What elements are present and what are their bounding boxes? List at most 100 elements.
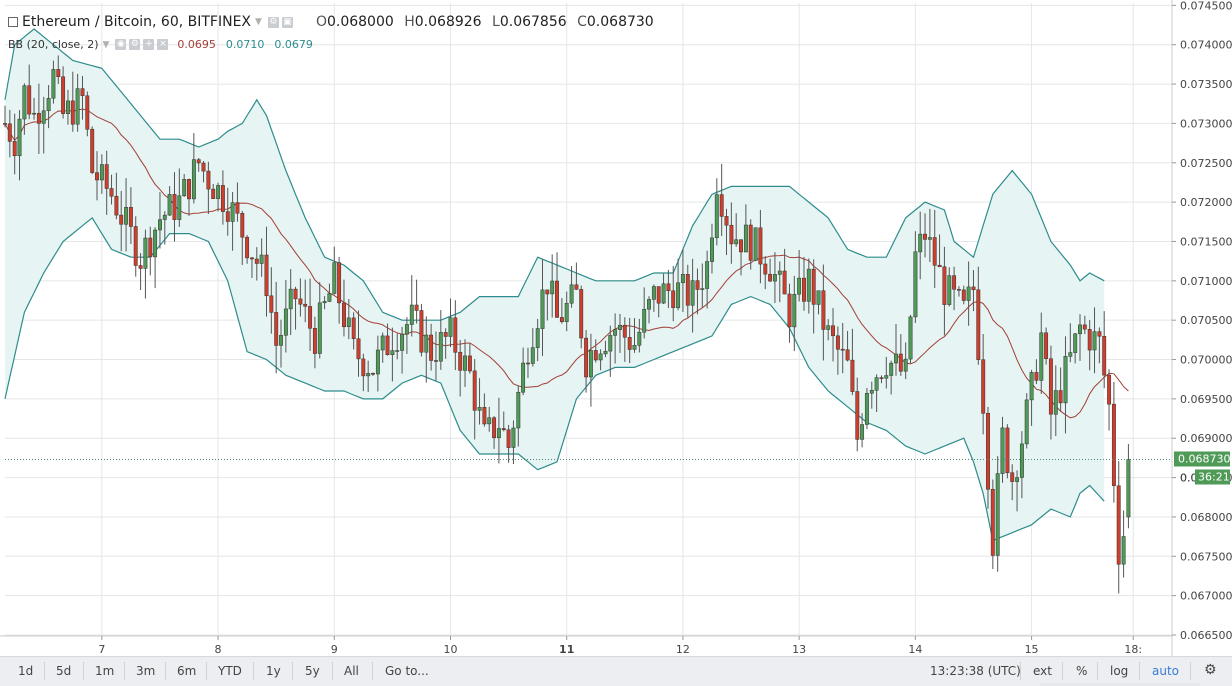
candle-down (937, 264, 942, 268)
candle-up (894, 353, 898, 364)
eye-icon[interactable]: ◉ (115, 39, 127, 50)
compare-icon[interactable]: ▣ (281, 16, 293, 28)
divider (292, 662, 293, 680)
candle-up (1063, 356, 1068, 404)
candle-down (298, 298, 303, 305)
candle-up (680, 274, 685, 284)
range-3m-button[interactable]: 3m (136, 664, 156, 678)
gear-icon[interactable]: ⚙ (129, 39, 141, 50)
candle-down (986, 413, 990, 490)
candle-up (1121, 536, 1126, 565)
candle-up (322, 301, 327, 304)
candle-down (114, 195, 119, 216)
candle-down (414, 304, 419, 311)
settings-icon[interactable]: ⚙ (267, 16, 279, 28)
candle-down (196, 159, 201, 164)
candle-up (99, 164, 104, 181)
range-ytd-button[interactable]: YTD (218, 664, 242, 678)
close-label: C (577, 14, 587, 30)
close-icon[interactable]: × (157, 39, 169, 50)
candle-up (404, 324, 409, 335)
candle-up (182, 179, 187, 197)
candle-down (956, 289, 961, 291)
candle-down (1082, 324, 1087, 330)
bb-indicator-label[interactable]: BB (20, close, 2) (8, 38, 99, 51)
candle-down (172, 194, 177, 220)
bb-upper-value: 0.0710 (225, 38, 265, 51)
candle-up (521, 362, 526, 393)
x-tick-label: 12 (676, 643, 690, 656)
candle-down (95, 172, 99, 181)
y-tick-label: 0.066500 (1180, 629, 1232, 642)
candle-down (312, 328, 317, 354)
range-1d-button[interactable]: 1d (18, 664, 34, 678)
percent-toggle[interactable]: % (1076, 664, 1088, 678)
ohlc-values: O0.068000 H0.068926 L0.067856 C0.068730 (310, 14, 654, 30)
bollinger-lower-band (4, 217, 1105, 542)
candle-up (661, 283, 666, 304)
candle-down (898, 353, 903, 372)
candle-up (647, 299, 651, 310)
candle-up (448, 317, 453, 337)
ext-toggle[interactable]: ext (1033, 664, 1052, 678)
candle-down (90, 128, 95, 173)
candle-up (603, 350, 608, 355)
candle-down (337, 262, 342, 304)
candlestick-chart[interactable]: 0.074500 0.074000 0.073500 0.073000 0.072500… (0, 0, 1232, 656)
divider (1097, 662, 1098, 680)
log-toggle[interactable]: log (1110, 664, 1129, 678)
candle-up (874, 377, 879, 391)
auto-toggle[interactable]: auto (1152, 664, 1180, 678)
candle-up (753, 227, 758, 261)
candle-up (816, 290, 821, 305)
y-tick-label: 0.070500 (1180, 314, 1232, 327)
candle-up (487, 417, 492, 425)
candle-down (1111, 403, 1116, 486)
candle-down (593, 350, 598, 361)
price-tag-partial: 0.0 (1180, 471, 1198, 484)
candle-down (855, 391, 860, 440)
utc-time[interactable]: 13:23:38 (UTC) (930, 664, 1021, 678)
candle-up (346, 317, 351, 327)
candle-up (535, 328, 540, 348)
candle-up (409, 304, 414, 325)
candle-down (685, 274, 690, 306)
range-all-button[interactable]: All (344, 664, 359, 678)
candle-up (390, 350, 395, 355)
candle-down (952, 275, 957, 290)
divider (372, 662, 373, 680)
range-6m-button[interactable]: 6m (177, 664, 197, 678)
range-5y-button[interactable]: 5y (305, 664, 320, 678)
countdown-tag (1195, 469, 1230, 485)
candle-down (443, 332, 448, 337)
candle-up (153, 229, 158, 258)
plus-icon[interactable]: + (143, 39, 155, 50)
range-1m-button[interactable]: 1m (95, 664, 115, 678)
x-tick-label: 8 (215, 643, 222, 656)
candle-up (676, 282, 681, 309)
settings-gear-icon[interactable]: ⚙ (1204, 662, 1217, 678)
divider (1020, 662, 1021, 680)
candle-up (860, 424, 865, 440)
goto-button[interactable]: Go to... (385, 664, 429, 678)
bb-legend: BB (20, close, 2) ▼ ◉ ⚙ + × 0.0695 0.071… (8, 38, 313, 51)
range-5d-button[interactable]: 5d (56, 664, 72, 678)
candle-up (1019, 443, 1024, 478)
candle-down (138, 265, 143, 269)
x-tick-label: 15 (1025, 643, 1039, 656)
candle-up (903, 358, 908, 372)
chevron-down-icon[interactable]: ▼ (102, 39, 110, 50)
candle-up (279, 335, 283, 346)
candle-up (743, 224, 748, 253)
range-1y-button[interactable]: 1y (266, 664, 281, 678)
y-tick-label: 0.067000 (1180, 590, 1232, 603)
candle-down (1010, 472, 1015, 482)
candle-down (763, 263, 768, 275)
candle-down (467, 355, 472, 372)
candle-up (143, 237, 148, 269)
candle-up (317, 302, 322, 354)
chevron-down-icon[interactable]: ▼ (255, 17, 262, 27)
candle-up (158, 219, 162, 231)
collapse-square-icon[interactable] (8, 17, 18, 27)
